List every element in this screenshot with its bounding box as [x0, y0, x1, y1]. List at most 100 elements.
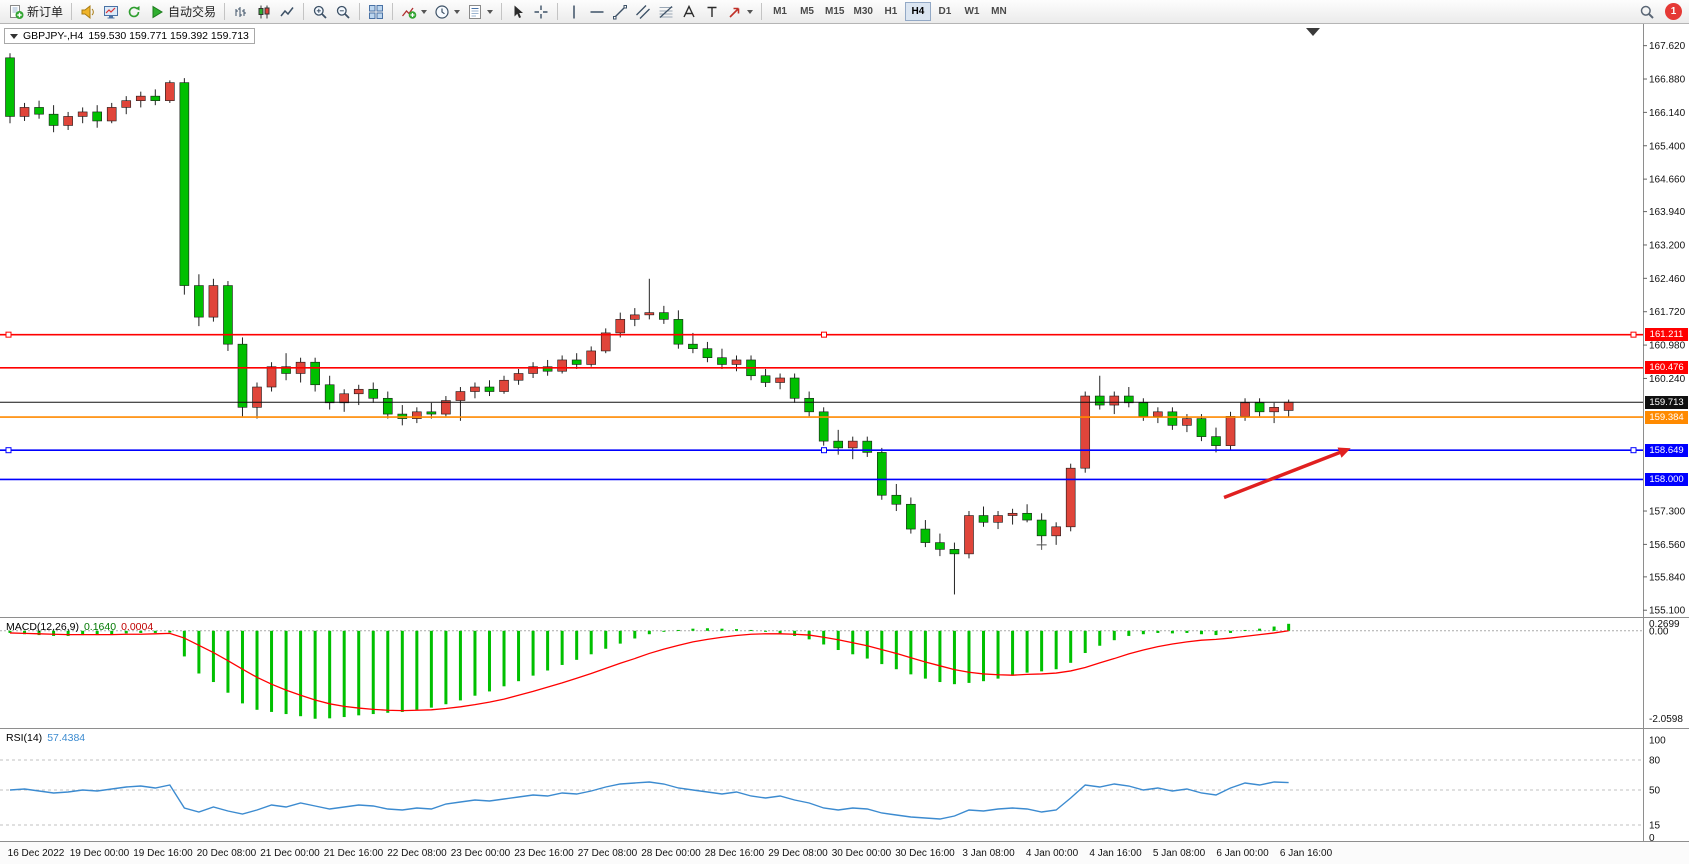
timeframe-mn[interactable]: MN — [986, 2, 1012, 21]
timeframe-m15[interactable]: M15 — [821, 2, 848, 21]
vertical-line-button[interactable] — [563, 1, 585, 22]
fibo-icon — [658, 4, 674, 20]
candle-bearish — [281, 366, 291, 374]
cursor-icon — [510, 4, 526, 20]
chart-shift-marker[interactable] — [1306, 28, 1320, 36]
macd-histogram-bar — [880, 630, 884, 665]
macd-histogram-bar — [764, 630, 768, 632]
candle-bearish — [818, 411, 829, 442]
arrows-icon — [727, 4, 743, 20]
candle-bullish — [1080, 395, 1091, 469]
rsi-name: RSI(14) — [6, 732, 43, 744]
templates-button[interactable] — [464, 1, 496, 22]
indicators-button[interactable] — [398, 1, 430, 22]
chart-canvas[interactable]: 167.620 166.880 166.140 165.400 164.660 163.9… — [0, 24, 1689, 864]
price-axis-label: 163.200 — [1649, 240, 1686, 251]
toolbar-group — [309, 1, 354, 22]
notification-badge[interactable]: 1 — [1665, 3, 1682, 20]
macd-histogram-bar — [371, 630, 375, 715]
vline-icon — [566, 4, 582, 20]
charts-button[interactable] — [77, 1, 99, 22]
arrow-head-icon[interactable] — [1337, 447, 1351, 458]
text-button[interactable] — [678, 1, 700, 22]
price-axis-label: 163.940 — [1649, 207, 1686, 218]
time-axis-label: 30 Dec 16:00 — [895, 848, 955, 859]
symbol-period-label: GBPJPY-,H4 — [23, 30, 84, 42]
candle-bearish — [1211, 436, 1221, 446]
toolbar-group — [398, 1, 496, 22]
line-selection-handle[interactable] — [821, 331, 827, 338]
search-button[interactable] — [1636, 1, 1658, 22]
autotrading-button[interactable]: 自动交易 — [146, 1, 219, 22]
candle-bullish — [455, 391, 466, 401]
crosshair-button[interactable] — [530, 1, 552, 22]
candle-bullish — [77, 111, 88, 117]
line-selection-handle[interactable] — [1630, 331, 1637, 338]
macd-histogram-bar — [153, 630, 157, 633]
macd-histogram-bar — [1054, 630, 1058, 670]
time-axis-label: 23 Dec 00:00 — [451, 848, 511, 859]
bar-chart-button[interactable] — [230, 1, 252, 22]
macd-histogram-bar — [240, 630, 244, 704]
toolbar-separator — [392, 3, 394, 20]
horizontal-line-button[interactable] — [586, 1, 608, 22]
candle-bullish — [106, 107, 117, 122]
macd-histogram-bar — [429, 630, 433, 708]
candle-bearish — [702, 348, 713, 359]
timeframe-m30[interactable]: M30 — [849, 2, 876, 21]
time-axis-label: 21 Dec 16:00 — [324, 848, 384, 859]
candle-bullish — [499, 379, 509, 392]
line-chart-button[interactable] — [276, 1, 298, 22]
toolbar-separator — [303, 3, 305, 20]
periods-button[interactable] — [431, 1, 463, 22]
macd-histogram-bar — [1258, 628, 1262, 631]
cursor-button[interactable] — [507, 1, 529, 22]
line-selection-handle[interactable] — [5, 331, 12, 338]
macd-histogram-bar — [1199, 630, 1203, 635]
arrow-object[interactable] — [1223, 449, 1343, 500]
candle-bearish — [659, 312, 669, 320]
macd-histogram-bar — [52, 630, 56, 636]
plus-marker[interactable] — [1036, 539, 1047, 550]
timeframe-m1[interactable]: M1 — [767, 2, 793, 21]
timeframe-w1[interactable]: W1 — [959, 2, 985, 21]
candle-bearish — [426, 411, 437, 415]
refresh-button[interactable] — [123, 1, 145, 22]
zoom-out-button[interactable] — [332, 1, 354, 22]
chart-window[interactable]: 167.620 166.880 166.140 165.400 164.660 163.9… — [0, 24, 1689, 864]
macd-histogram-bar — [1229, 630, 1233, 633]
macd-signal-line — [9, 630, 1289, 712]
time-axis-label: 22 Dec 08:00 — [387, 848, 447, 859]
tile-icon — [368, 4, 384, 20]
tile-windows-button[interactable] — [365, 1, 387, 22]
line-selection-handle[interactable] — [1630, 447, 1637, 454]
toolbar-separator — [359, 3, 361, 20]
zoom-in-icon — [312, 4, 328, 20]
timeframe-m5[interactable]: M5 — [794, 2, 820, 21]
candle-bullish — [775, 377, 785, 383]
time-axis-label: 4 Jan 00:00 — [1026, 848, 1079, 859]
fibonacci-button[interactable] — [655, 1, 677, 22]
arrows-button[interactable] — [724, 1, 756, 22]
zoom-in-button[interactable] — [309, 1, 331, 22]
time-axis-label: 23 Dec 16:00 — [514, 848, 574, 859]
price-badge: 161.211 — [1645, 328, 1688, 342]
line-selection-handle[interactable] — [821, 447, 827, 454]
macd-histogram-bar — [1170, 630, 1174, 634]
trendline-button[interactable] — [609, 1, 631, 22]
line-selection-handle[interactable] — [5, 447, 12, 454]
macd-main-value: 0.1640 — [83, 621, 117, 633]
channel-button[interactable] — [632, 1, 654, 22]
macd-histogram-bar — [952, 630, 956, 685]
candle-bearish — [920, 528, 931, 543]
candle-bullish — [19, 107, 30, 117]
macd-histogram-bar — [502, 630, 506, 687]
candlestick-chart-button[interactable] — [253, 1, 275, 22]
label-button[interactable] — [701, 1, 723, 22]
market-watch-button[interactable] — [100, 1, 122, 22]
new-order-button[interactable]: 新订单 — [5, 1, 66, 22]
timeframe-h4[interactable]: H4 — [904, 2, 931, 21]
one-click-trading-toggle[interactable] — [10, 33, 18, 39]
timeframe-h1[interactable]: H1 — [878, 2, 904, 21]
timeframe-d1[interactable]: D1 — [932, 2, 958, 21]
